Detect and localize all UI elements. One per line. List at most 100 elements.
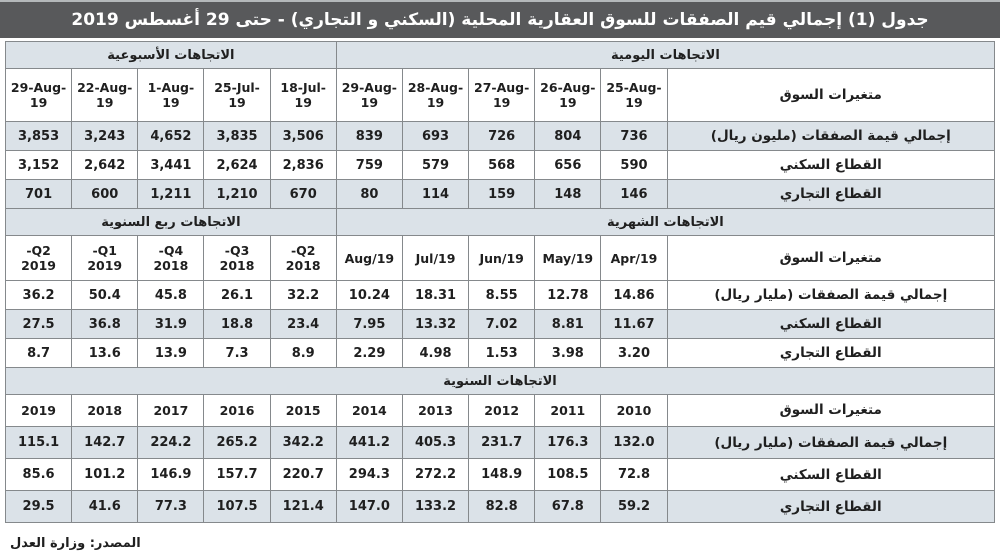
value-cell: 839	[335, 121, 403, 151]
table-row: 3,152 2,642 3,441 2,624 2,836 759 579 568 656 590…	[4, 150, 996, 180]
value-cell: 7.3	[203, 338, 271, 368]
value-cell: 147.0	[335, 490, 403, 523]
value-cell: 3,243	[71, 121, 139, 151]
value-cell: 231.7	[468, 426, 536, 459]
value-cell: 342.2	[269, 426, 337, 459]
value-cell: 3.98	[534, 338, 602, 368]
value-cell: 26.1	[203, 280, 271, 310]
section-band-label: الاتجاهات اليومية	[335, 41, 996, 69]
row-label: القطاع التجاري	[666, 490, 996, 523]
value-cell: 12.78	[534, 280, 602, 310]
column-header: 2014	[335, 394, 403, 427]
source-note-text: المصدر: وزارة العدل	[10, 536, 141, 551]
value-cell: 23.4	[269, 309, 337, 339]
value-cell: 41.6	[71, 490, 139, 523]
section-band-row: الاتجاهات الأسبوعية الاتجاهات اليومية	[5, 41, 996, 69]
value-cell: 14.86	[600, 280, 668, 310]
column-header: 18-Jul- 19	[269, 68, 337, 122]
column-header: -Q2 2019	[4, 235, 73, 281]
value-cell: 2.29	[335, 338, 403, 368]
value-cell: 272.2	[401, 458, 470, 491]
column-header: -Q3 2018	[203, 235, 271, 281]
value-cell: 32.2	[269, 280, 337, 310]
column-header-row: -Q2 2019 -Q1 2019 -Q4 2018 -Q3 2018 -Q2 2018…	[4, 235, 996, 281]
value-cell: 133.2	[401, 490, 470, 523]
value-cell: 220.7	[269, 458, 337, 491]
value-cell: 7.95	[335, 309, 403, 339]
value-cell: 77.3	[137, 490, 205, 523]
value-cell: 36.8	[71, 309, 139, 339]
row-label: إجمالي قيمة الصفقات (مليار ريال)	[666, 280, 996, 310]
column-header: -Q1 2019	[71, 235, 139, 281]
section-band-label: الاتجاهات الشهرية	[335, 208, 996, 236]
variables-header: متغيرات السوق	[666, 394, 996, 427]
value-cell: 146	[600, 179, 668, 209]
column-header: 2017	[137, 394, 205, 427]
column-header: May/19	[534, 235, 602, 281]
column-header: 25-Jul- 19	[203, 68, 271, 122]
value-cell: 67.8	[534, 490, 602, 523]
value-cell: 10.24	[335, 280, 403, 310]
value-cell: 59.2	[600, 490, 668, 523]
table-row: 85.6 101.2 146.9 157.7 220.7 294.3 272.2 148.9 1…	[4, 458, 996, 491]
value-cell: 132.0	[600, 426, 668, 459]
value-cell: 148	[534, 179, 602, 209]
value-cell: 13.9	[137, 338, 205, 368]
value-cell: 101.2	[71, 458, 139, 491]
value-cell: 3,835	[203, 121, 271, 151]
value-cell: 405.3	[401, 426, 470, 459]
table-row: 36.2 50.4 45.8 26.1 32.2 10.24 18.31 8.55 12.78 1…	[4, 280, 996, 310]
section-band-label: الاتجاهات ربع السنوية	[5, 208, 337, 236]
value-cell: 18.31	[401, 280, 470, 310]
value-cell: 726	[468, 121, 536, 151]
row-label: القطاع التجاري	[666, 179, 996, 209]
section-band-label: الاتجاهات السنوية	[5, 367, 995, 395]
value-cell: 85.6	[4, 458, 73, 491]
value-cell: 3,853	[4, 121, 73, 151]
value-cell: 8.81	[534, 309, 602, 339]
table-row: 3,853 3,243 4,652 3,835 3,506 839 693 726 804 736…	[4, 121, 996, 151]
section-band-label: الاتجاهات الأسبوعية	[5, 41, 337, 69]
column-header: 25-Aug- 19	[600, 68, 668, 122]
column-header-row: 29-Aug- 19 22-Aug- 19 1-Aug- 19 25-Jul- 19 1…	[4, 68, 996, 122]
value-cell: 80	[335, 179, 403, 209]
table-row: 115.1 142.7 224.2 265.2 342.2 441.2 405.3 231.7…	[4, 426, 996, 459]
value-cell: 157.7	[203, 458, 271, 491]
column-header: 2013	[401, 394, 470, 427]
column-header: -Q2 2018	[269, 235, 337, 281]
column-header: -Q4 2018	[137, 235, 205, 281]
value-cell: 2,642	[71, 150, 139, 180]
value-cell: 50.4	[71, 280, 139, 310]
column-header: 1-Aug- 19	[137, 68, 205, 122]
value-cell: 8.9	[269, 338, 337, 368]
table-row: 29.5 41.6 77.3 107.5 121.4 147.0 133.2 82.8 67.8…	[4, 490, 996, 523]
row-label: إجمالي قيمة الصفقات (مليون ريال)	[666, 121, 996, 151]
value-cell: 148.9	[468, 458, 536, 491]
column-header: Jul/19	[401, 235, 470, 281]
value-cell: 18.8	[203, 309, 271, 339]
column-header: 2011	[534, 394, 602, 427]
column-header: Apr/19	[600, 235, 668, 281]
value-cell: 8.7	[4, 338, 73, 368]
value-cell: 11.67	[600, 309, 668, 339]
column-header: 22-Aug- 19	[71, 68, 139, 122]
section-band-row: الاتجاهات السنوية	[5, 367, 995, 395]
value-cell: 31.9	[137, 309, 205, 339]
value-cell: 579	[401, 150, 470, 180]
value-cell: 2,624	[203, 150, 271, 180]
value-cell: 1.53	[468, 338, 536, 368]
table-row: 8.7 13.6 13.9 7.3 8.9 2.29 4.98 1.53 3.98 3.20 الق…	[4, 338, 996, 368]
value-cell: 3,506	[269, 121, 337, 151]
value-cell: 759	[335, 150, 403, 180]
column-header: 2016	[203, 394, 271, 427]
column-header: 29-Aug- 19	[4, 68, 73, 122]
value-cell: 3,441	[137, 150, 205, 180]
table-row: 701 600 1,211 1,210 670 80 114 159 148 146 القطاع …	[4, 179, 996, 209]
value-cell: 804	[534, 121, 602, 151]
value-cell: 670	[269, 179, 337, 209]
value-cell: 82.8	[468, 490, 536, 523]
value-cell: 114	[401, 179, 470, 209]
top-rule	[0, 0, 1000, 2]
column-header: 27-Aug- 19	[468, 68, 536, 122]
value-cell: 159	[468, 179, 536, 209]
